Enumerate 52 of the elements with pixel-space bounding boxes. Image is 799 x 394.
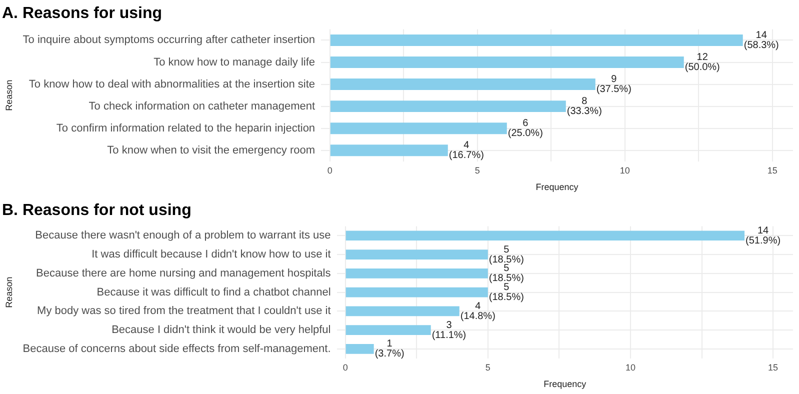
y-tick-label: Because there wasn't enough of a problem to warrant its use <box>35 230 331 242</box>
y-tick-label: Because I didn't think it would be very helpful <box>112 324 331 336</box>
data-label: 1 (3.7%) <box>374 338 404 360</box>
y-axis-title: Reason <box>4 80 14 111</box>
data-label: 12 (50.0%) <box>684 52 720 73</box>
bar <box>346 268 488 278</box>
bar <box>346 325 431 335</box>
y-tick-label: To know how to deal with abnormalities at the insertion site <box>28 78 316 90</box>
data-label: 14 (58.3%) <box>744 30 779 51</box>
data-label: 14 (51.9%) <box>746 225 781 246</box>
data-label: 8 (33.3%) <box>566 96 602 118</box>
bar <box>330 78 596 90</box>
x-tick-label: 10 <box>620 165 630 176</box>
data-label: 5 (18.5%) <box>488 244 524 266</box>
x-tick-label: 15 <box>768 362 778 372</box>
data-label: 4 (16.7%) <box>448 140 484 162</box>
x-tick-label: 10 <box>625 362 636 372</box>
data-label: 4 (14.8%) <box>460 300 496 322</box>
bar <box>330 100 566 112</box>
x-axis-title: Frequency <box>544 379 587 390</box>
data-label: 9 (37.5%) <box>596 74 632 96</box>
bar <box>330 122 507 134</box>
bar <box>330 144 448 156</box>
bar <box>330 56 684 68</box>
data-label: 5 (18.5%) <box>488 282 524 304</box>
x-axis-title: Frequency <box>536 182 579 192</box>
x-tick-label: 15 <box>767 165 778 176</box>
y-tick-label: Because it was difficult to find a chatbot channel <box>96 286 331 298</box>
bar <box>346 306 460 316</box>
x-tick-label: 5 <box>474 165 480 176</box>
y-tick-label: Because there are home nursing and management hospitals <box>36 267 332 280</box>
bar <box>346 344 374 354</box>
bar <box>346 230 745 241</box>
bar <box>346 250 488 260</box>
bar <box>346 287 488 298</box>
y-tick-label: To know when to visit the emergency room <box>107 144 316 156</box>
y-tick-label: It was difficult because I didn't know how to use it <box>92 248 331 261</box>
x-tick-label: 5 <box>485 362 490 372</box>
x-tick-label: 0 <box>327 165 332 176</box>
y-tick-label: To know how to manage daily life <box>154 56 316 68</box>
text: A. Reasons for using <box>2 5 162 22</box>
y-axis-title: Reason <box>4 276 14 308</box>
y-tick-label: My body was so tired from the treatment that I couldn't use it <box>37 305 331 318</box>
y-tick-label: To check information on catheter management <box>88 100 316 112</box>
text: B. Reasons for not using <box>2 202 192 220</box>
y-tick-label: To confirm information related to the heparin injection <box>56 122 316 134</box>
data-label: 3 (11.1%) <box>432 320 466 341</box>
y-tick-label: Because of concerns about side effects from self-management. <box>22 342 331 355</box>
bar <box>330 34 743 46</box>
y-tick-label: To inquire about symptoms occurring after catheter insertion <box>22 34 316 46</box>
data-label: 6 (25.0%) <box>508 118 543 140</box>
x-tick-label: 0 <box>342 362 348 372</box>
